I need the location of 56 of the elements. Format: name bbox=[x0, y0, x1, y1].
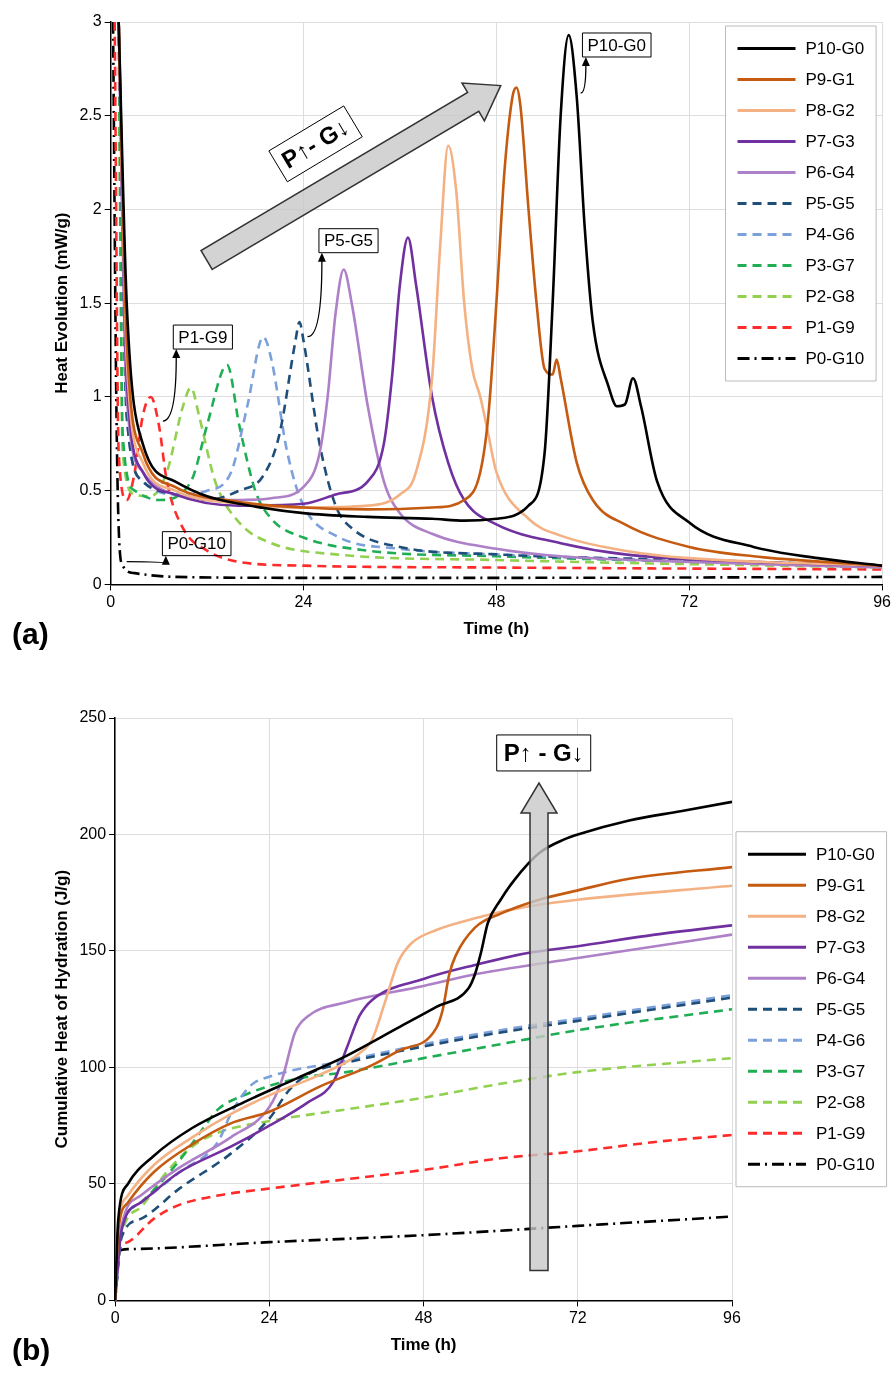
y-tick-label: 100 bbox=[79, 1057, 107, 1075]
x-tick-label: 48 bbox=[487, 593, 506, 611]
annotation: P0-G10 bbox=[167, 534, 226, 554]
legend-label: P5-G5 bbox=[816, 999, 866, 1019]
text: (b) bbox=[12, 1333, 51, 1367]
legend-label: P4-G6 bbox=[805, 225, 855, 245]
y-tick-label: 250 bbox=[79, 708, 107, 726]
legend-label: P7-G3 bbox=[805, 132, 855, 152]
x-axis-title: Time (h) bbox=[390, 1335, 457, 1355]
legend-label: P9-G1 bbox=[805, 70, 855, 90]
x-tick-label: 0 bbox=[110, 1309, 120, 1327]
y-tick-label: 2.5 bbox=[79, 106, 102, 124]
legend-label: P4-G6 bbox=[816, 1030, 866, 1050]
text: (a) bbox=[12, 617, 49, 651]
legend-label: P6-G4 bbox=[805, 163, 855, 183]
x-axis-title: Time (h) bbox=[463, 619, 530, 639]
legend-label: P0-G10 bbox=[805, 349, 865, 369]
legend-label: P8-G2 bbox=[816, 906, 866, 926]
x-tick-label: 72 bbox=[568, 1309, 587, 1327]
y-axis-title: Heat Evolution (mW/g) bbox=[51, 212, 71, 394]
annotation: P↑- G↓ bbox=[276, 112, 354, 174]
legend-label: P2-G8 bbox=[805, 287, 855, 307]
legend-label: P10-G0 bbox=[816, 844, 875, 864]
x-tick-label: 24 bbox=[260, 1309, 279, 1327]
x-tick-label: 72 bbox=[680, 593, 699, 611]
annotation: P5-G5 bbox=[323, 231, 374, 251]
legend-label: P9-G1 bbox=[816, 875, 866, 895]
x-tick-label: 96 bbox=[873, 593, 892, 611]
legend-label: P0-G10 bbox=[816, 1154, 875, 1174]
legend-label: P10-G0 bbox=[805, 39, 865, 59]
annotation: P↑ - G↓ bbox=[503, 738, 584, 766]
legend-label: P3-G7 bbox=[816, 1061, 866, 1081]
legend-label: P7-G3 bbox=[816, 937, 866, 957]
x-tick-label: 96 bbox=[723, 1309, 741, 1327]
y-tick-label: 2 bbox=[92, 199, 102, 217]
y-tick-label: 0 bbox=[92, 574, 102, 592]
y-tick-label: 200 bbox=[79, 824, 107, 842]
y-tick-label: 1 bbox=[92, 387, 102, 405]
y-tick-label: 0 bbox=[97, 1290, 107, 1308]
y-tick-label: 0.5 bbox=[79, 481, 102, 499]
x-tick-label: 24 bbox=[294, 593, 313, 611]
legend-label: P6-G4 bbox=[816, 968, 866, 988]
y-tick-label: 50 bbox=[88, 1174, 107, 1192]
y-axis-title: Cumulative Heat of Hydration (J/g) bbox=[51, 869, 71, 1149]
x-tick-label: 48 bbox=[414, 1309, 433, 1327]
legend-label: P5-G5 bbox=[805, 194, 855, 214]
legend-label: P1-G9 bbox=[805, 318, 855, 338]
y-tick-label: 1.5 bbox=[79, 293, 102, 311]
y-tick-label: 3 bbox=[92, 12, 102, 30]
legend-label: P8-G2 bbox=[805, 101, 855, 121]
y-tick-label: 150 bbox=[79, 941, 107, 959]
legend-label: P1-G9 bbox=[816, 1123, 866, 1143]
annotation: P1-G9 bbox=[178, 327, 228, 347]
annotation: P10-G0 bbox=[587, 35, 647, 55]
legend-label: P3-G7 bbox=[805, 256, 855, 276]
legend-label: P2-G8 bbox=[816, 1092, 866, 1112]
